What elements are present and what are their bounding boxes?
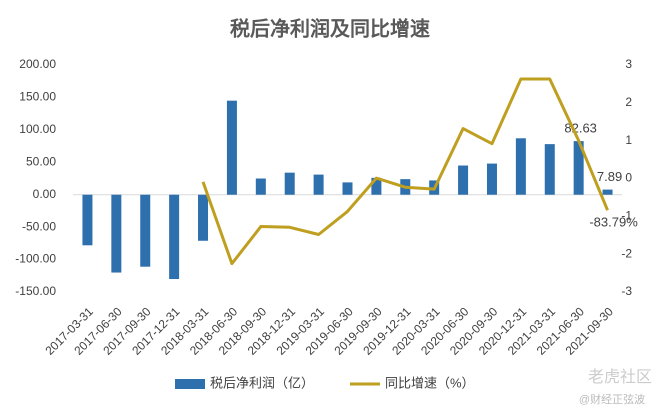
bar — [486, 163, 497, 195]
bar — [111, 194, 122, 273]
bar — [226, 100, 237, 195]
bar — [342, 182, 353, 195]
y-tick-label: 100.00 — [19, 122, 56, 136]
bar — [313, 174, 324, 195]
bar — [602, 189, 613, 195]
bar — [198, 194, 209, 241]
bar — [458, 165, 469, 195]
y-tick-label: -100.00 — [15, 252, 56, 266]
bar-value-label: 7.89 — [597, 169, 622, 184]
chart-title: 税后净利润及同比增速 — [230, 16, 430, 40]
y2-tick-label: -2 — [621, 246, 632, 260]
y2-tick-label: 3 — [625, 57, 632, 71]
bar — [82, 194, 93, 246]
y2-tick-label: -3 — [621, 284, 632, 298]
bar — [573, 141, 584, 195]
y-tick-label: 200.00 — [19, 57, 56, 71]
y-tick-label: 0.00 — [33, 187, 57, 201]
line — [201, 77, 609, 266]
bar — [515, 138, 526, 195]
bar — [371, 177, 382, 195]
y2-tick-label: 2 — [625, 95, 632, 109]
bar — [140, 194, 151, 267]
y-tick-label: 50.00 — [26, 154, 56, 168]
watermark: 老虎社区 — [588, 368, 652, 386]
bar — [284, 172, 295, 195]
bar — [544, 144, 555, 195]
legend-swatch — [175, 379, 205, 389]
bar — [255, 178, 266, 195]
y2-tick-label: 1 — [625, 133, 632, 147]
y-tick-label: -50.00 — [22, 219, 56, 233]
y-tick-label: -150.00 — [15, 284, 56, 298]
bar — [169, 194, 180, 280]
line-value-label: -83.79% — [589, 215, 638, 230]
y-tick-label: 150.00 — [19, 90, 56, 104]
legend-label: 同比增速（%） — [385, 375, 475, 390]
y2-tick-label: -1 — [621, 209, 632, 223]
y2-tick-label: 0 — [625, 171, 632, 185]
legend-label: 税后净利润（亿） — [210, 375, 314, 390]
watermark-sub: @财经正弦波 — [579, 392, 645, 406]
